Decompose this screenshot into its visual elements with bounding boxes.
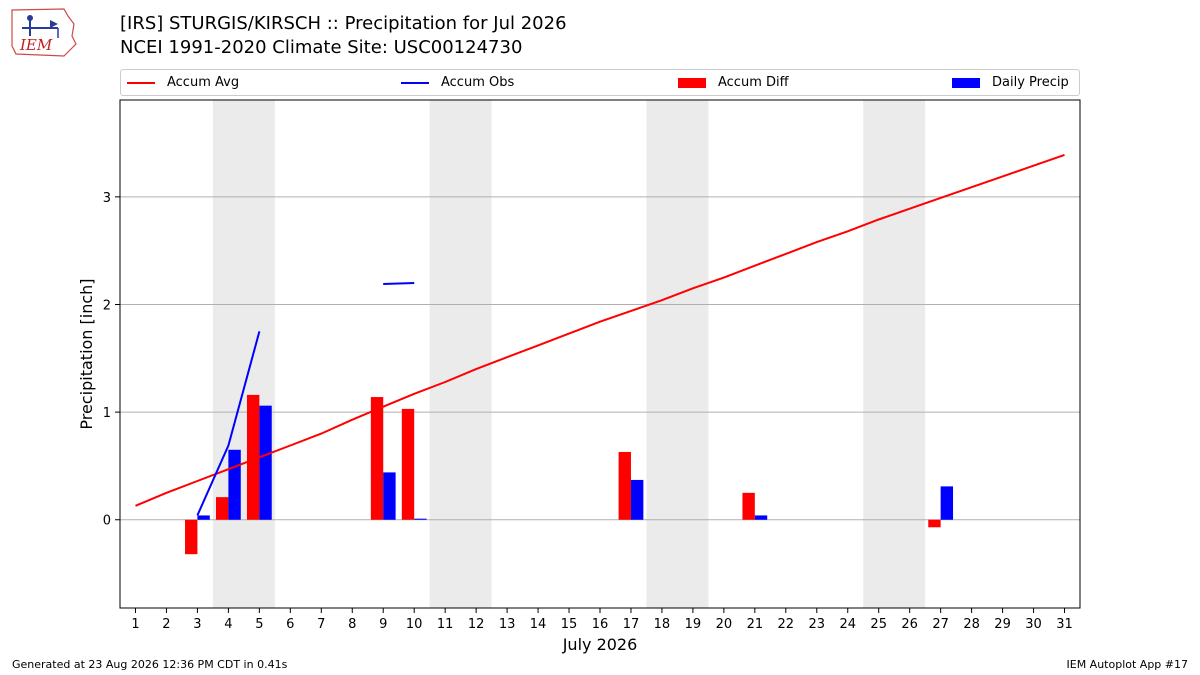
daily-precip-bar	[228, 449, 241, 520]
generated-timestamp: Generated at 23 Aug 2026 12:36 PM CDT in…	[12, 658, 288, 671]
accum-diff-bar	[216, 497, 229, 520]
accum-diff-bar	[185, 519, 198, 555]
legend-item-accum-obs: Accum Obs	[401, 70, 514, 95]
accum-avg-line	[135, 153, 1065, 507]
legend-swatch-daily-precip	[952, 77, 980, 88]
x-tick-label: 15	[561, 617, 578, 632]
chart-subtitle: NCEI 1991-2020 Climate Site: USC00124730	[120, 37, 523, 58]
x-tick-label: 5	[255, 617, 263, 632]
y-axis-label: Precipitation [inch]	[77, 278, 96, 429]
x-tick-label: 7	[317, 617, 325, 632]
daily-precip-bar	[383, 472, 396, 520]
x-tick-label: 9	[379, 617, 387, 632]
legend-swatch-accum-diff	[678, 77, 706, 88]
daily-precip-bar	[197, 515, 210, 520]
weekend-shade	[212, 100, 275, 608]
chart-title: [IRS] STURGIS/KIRSCH :: Precipitation fo…	[120, 13, 567, 34]
app-credit: IEM Autoplot App #17	[1066, 658, 1189, 671]
x-tick-label: 23	[809, 617, 826, 632]
x-tick-label: 16	[592, 617, 609, 632]
x-tick-label: 14	[530, 617, 547, 632]
x-tick-label: 4	[224, 617, 232, 632]
logo-text: IEM	[19, 36, 53, 54]
legend-item-daily-precip: Daily Precip	[952, 70, 1069, 95]
x-tick-label: 17	[623, 617, 640, 632]
y-tick-label: 1	[103, 406, 111, 421]
legend-swatch-accum-avg	[127, 81, 155, 84]
accum-diff-bar	[401, 408, 415, 520]
x-tick-label: 31	[1056, 617, 1073, 632]
x-tick-label: 26	[901, 617, 918, 632]
x-tick-label: 24	[839, 617, 856, 632]
legend-label-accum-avg: Accum Avg	[167, 75, 240, 90]
weekend-shade	[863, 100, 926, 608]
x-tick-label: 27	[932, 617, 949, 632]
legend-label-accum-diff: Accum Diff	[718, 75, 789, 90]
x-tick-label: 20	[716, 617, 733, 632]
daily-precip-bar	[259, 405, 272, 520]
x-tick-label: 13	[499, 617, 516, 632]
x-tick-label: 12	[468, 617, 485, 632]
x-axis-label: July 2026	[562, 635, 638, 654]
accum-obs-line	[383, 282, 415, 285]
x-tick-label: 2	[162, 617, 170, 632]
x-tick-label: 29	[994, 617, 1011, 632]
iem-logo-graphic: IEM	[11, 8, 77, 57]
accum-diff-bar	[618, 451, 631, 520]
weekend-shade	[646, 100, 709, 608]
accum-diff-bar	[928, 519, 941, 528]
x-tick-label: 25	[870, 617, 887, 632]
x-tick-label: 19	[685, 617, 702, 632]
x-tick-label: 30	[1025, 617, 1042, 632]
legend-label-accum-obs: Accum Obs	[441, 75, 515, 90]
accum-diff-bar	[742, 492, 755, 520]
x-tick-label: 28	[963, 617, 980, 632]
daily-precip-bar	[754, 515, 768, 520]
x-tick-label: 10	[406, 617, 423, 632]
legend-item-accum-avg: Accum Avg	[127, 70, 239, 95]
x-tick-label: 1	[131, 617, 139, 632]
y-tick-label: 2	[103, 298, 111, 313]
y-tick-label: 0	[103, 514, 111, 529]
iem-logo: IEM	[8, 6, 80, 58]
legend-item-accum-diff: Accum Diff	[678, 70, 789, 95]
x-tick-label: 11	[437, 617, 454, 632]
x-tick-label: 18	[654, 617, 671, 632]
accum-obs-line	[196, 331, 261, 516]
accum-diff-bar	[246, 394, 260, 520]
daily-precip-bar	[940, 486, 954, 520]
x-tick-label: 6	[286, 617, 294, 632]
chart-legend: Accum Avg Accum Obs Accum Diff Daily Pre…	[120, 69, 1080, 96]
y-tick-label: 3	[103, 191, 111, 206]
x-tick-label: 22	[778, 617, 795, 632]
x-tick-label: 3	[193, 617, 201, 632]
x-tick-label: 8	[348, 617, 356, 632]
daily-precip-bar	[630, 479, 644, 520]
daily-precip-bar	[414, 518, 427, 520]
x-tick-label: 21	[747, 617, 764, 632]
weekend-shade	[429, 100, 492, 608]
accum-diff-bar	[370, 397, 384, 520]
legend-swatch-accum-obs	[401, 81, 429, 84]
legend-label-daily-precip: Daily Precip	[992, 75, 1069, 90]
